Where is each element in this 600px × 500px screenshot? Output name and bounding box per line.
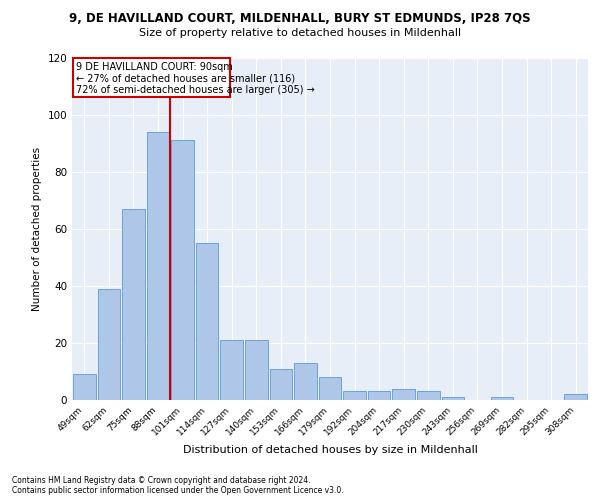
Text: 72% of semi-detached houses are larger (305) →: 72% of semi-detached houses are larger (… — [76, 84, 314, 94]
Bar — [146, 132, 169, 400]
Bar — [196, 243, 218, 400]
Bar — [245, 340, 268, 400]
Bar — [319, 377, 341, 400]
Bar — [491, 397, 514, 400]
Bar — [73, 374, 95, 400]
Bar — [565, 394, 587, 400]
Text: 9, DE HAVILLAND COURT, MILDENHALL, BURY ST EDMUNDS, IP28 7QS: 9, DE HAVILLAND COURT, MILDENHALL, BURY … — [69, 12, 531, 26]
X-axis label: Distribution of detached houses by size in Mildenhall: Distribution of detached houses by size … — [182, 446, 478, 456]
Text: Contains HM Land Registry data © Crown copyright and database right 2024.
Contai: Contains HM Land Registry data © Crown c… — [12, 476, 344, 495]
Bar — [294, 363, 317, 400]
Bar — [220, 340, 243, 400]
Bar — [343, 392, 366, 400]
Text: ← 27% of detached houses are smaller (116): ← 27% of detached houses are smaller (11… — [76, 73, 295, 83]
Text: Size of property relative to detached houses in Mildenhall: Size of property relative to detached ho… — [139, 28, 461, 38]
Bar — [417, 392, 440, 400]
Bar — [98, 288, 120, 400]
Bar — [368, 392, 391, 400]
Bar — [392, 388, 415, 400]
Y-axis label: Number of detached properties: Number of detached properties — [32, 146, 42, 311]
Bar — [171, 140, 194, 400]
FancyBboxPatch shape — [73, 58, 230, 98]
Bar — [122, 209, 145, 400]
Bar — [442, 397, 464, 400]
Bar — [269, 368, 292, 400]
Text: 9 DE HAVILLAND COURT: 90sqm: 9 DE HAVILLAND COURT: 90sqm — [76, 62, 232, 72]
